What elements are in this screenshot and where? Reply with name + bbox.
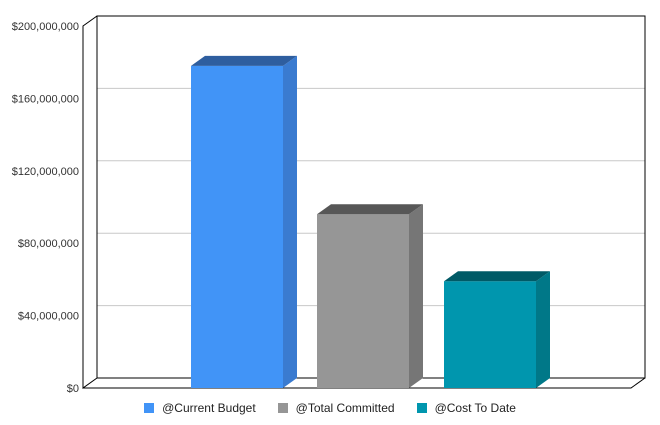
y-tick-label: $160,000,000: [12, 93, 79, 105]
bar-side: [409, 204, 423, 388]
legend-label-cost-to-date: @Cost To Date: [434, 401, 516, 415]
y-tick-label: $80,000,000: [18, 238, 79, 250]
bar-side: [283, 55, 297, 388]
bar-top: [191, 55, 297, 66]
bar-front: [444, 281, 536, 388]
bar-front: [191, 65, 283, 388]
legend-swatch-current-budget: [144, 403, 155, 413]
y-tick-label: $40,000,000: [18, 311, 79, 323]
legend-swatch-total-committed: [277, 403, 288, 413]
y-axis: $0 $40,000,000 $80,000,000 $120,000,000 $160…: [12, 21, 79, 395]
left-wall: [82, 15, 98, 389]
y-tick-label: $200,000,000: [12, 21, 79, 33]
bar-top: [444, 271, 550, 282]
bar-front: [317, 214, 409, 388]
bars: [191, 55, 550, 388]
bar-cost-to-date[interactable]: [444, 271, 550, 388]
legend-label-current-budget: @Current Budget: [162, 401, 256, 415]
legend-item-cost-to-date[interactable]: @Cost To Date: [416, 401, 516, 415]
legend-label-total-committed: @Total Committed: [295, 401, 395, 415]
legend-swatch-cost-to-date: [416, 403, 427, 413]
legend: @Current Budget @Total Committed @Cost T…: [0, 398, 660, 418]
bar-side: [536, 271, 550, 388]
legend-item-total-committed[interactable]: @Total Committed: [277, 401, 395, 415]
bar-top: [317, 204, 423, 215]
bar-total-committed[interactable]: [317, 204, 423, 388]
y-tick-label: $0: [67, 383, 79, 395]
y-tick-label: $120,000,000: [12, 166, 79, 178]
legend-item-current-budget[interactable]: @Current Budget: [144, 401, 256, 415]
bar-current-budget[interactable]: [191, 55, 297, 388]
